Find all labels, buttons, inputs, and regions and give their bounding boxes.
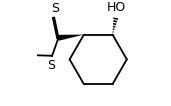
Polygon shape [58, 35, 84, 41]
Text: HO: HO [107, 1, 126, 14]
Text: S: S [47, 59, 55, 72]
Text: S: S [51, 2, 59, 15]
